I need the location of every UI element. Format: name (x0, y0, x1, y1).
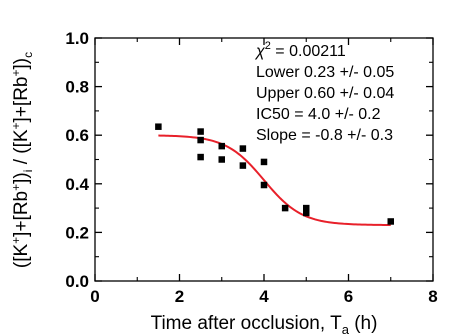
y-title-part-9: ]+[Rb (11, 76, 32, 122)
y-tick-label: 0.0 (65, 272, 89, 291)
y-tick-label: 0.8 (65, 78, 89, 97)
y-title-part-4: + (9, 184, 23, 191)
y-title-part-1: ([K (11, 244, 32, 269)
y-title-part-6: i (21, 170, 35, 173)
ic50-annotation: IC50 = 4.0 +/- 0.2 (256, 106, 381, 123)
data-points (155, 123, 394, 225)
data-point (387, 218, 394, 225)
fit-curve (158, 134, 391, 226)
data-point (218, 142, 225, 150)
y-title-part-5: ]) (11, 172, 32, 184)
y-title-part-10: + (9, 69, 23, 76)
x-tick-label: 2 (175, 287, 184, 306)
y-title-part-8: + (9, 122, 23, 129)
data-point (260, 158, 268, 166)
chi-square-annotation: χ2 = 0.00211 (254, 40, 346, 60)
y-title-part-11: ]) (11, 58, 32, 70)
data-point (197, 136, 204, 144)
slope-annotation: Slope = -0.8 +/- 0.3 (256, 127, 393, 144)
chi-value: = 0.00211 (271, 43, 346, 60)
x-axis-title: Time after occlusion, Ta (h) (151, 313, 378, 335)
x-axis-title-main: Time after occlusion, T (151, 313, 343, 334)
fit-layer (158, 134, 391, 226)
y-title-part-12: c (21, 52, 35, 58)
data-point (155, 123, 162, 130)
data-point (281, 204, 289, 212)
x-axis: 0 2 4 6 8 (90, 38, 438, 306)
data-point (303, 204, 310, 212)
x-axis-title-subscript: a (342, 322, 350, 335)
x-axis-title-unit: (h) (349, 313, 378, 334)
y-title-part-3: ]+[Rb (11, 191, 32, 237)
y-tick-label: 0.4 (65, 175, 89, 194)
data-point (303, 209, 310, 217)
x-tick-label: 6 (344, 287, 353, 306)
data-point (197, 128, 204, 135)
y-title-part-2: + (9, 237, 23, 244)
upper-annotation: Upper 0.60 +/- 0.04 (256, 85, 394, 102)
data-point (218, 156, 225, 163)
data-point (239, 162, 247, 169)
x-tick-label: 8 (428, 287, 437, 306)
lower-annotation: Lower 0.23 +/- 0.05 (256, 64, 394, 81)
y-tick-label: 0.2 (65, 223, 89, 242)
data-point (197, 153, 204, 161)
y-tick-label: 1.0 (65, 29, 89, 48)
x-tick-label: 0 (90, 287, 99, 306)
y-title-part-7: / ([K (11, 129, 32, 169)
y-axis-title: ([K+]+[Rb+])i / ([K+]+[Rb+])c (9, 52, 35, 268)
chi-symbol: χ (254, 43, 265, 60)
fit-annotations: χ2 = 0.00211 Lower 0.23 +/- 0.05 Upper 0… (254, 40, 394, 144)
data-point (260, 181, 268, 189)
y-axis: 0.0 0.2 0.4 0.6 0.8 1.0 (65, 29, 433, 291)
x-tick-label: 4 (259, 287, 269, 306)
y-tick-label: 0.6 (65, 126, 89, 145)
chi-exponent: 2 (265, 40, 271, 52)
data-point (239, 145, 247, 152)
